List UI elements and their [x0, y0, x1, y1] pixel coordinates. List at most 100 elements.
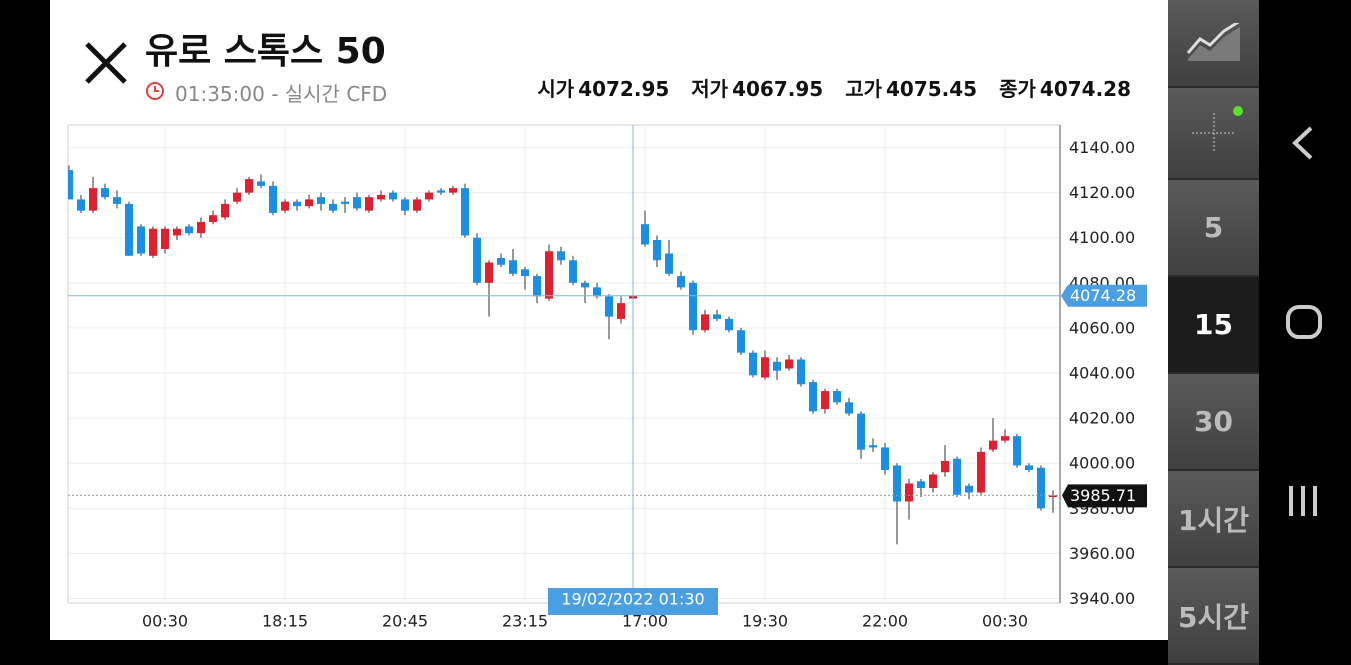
home-button[interactable]	[1286, 305, 1322, 339]
candle-body	[725, 318, 733, 331]
candle-body	[89, 188, 97, 211]
candle-body	[389, 192, 397, 200]
candle-body	[485, 262, 493, 283]
candle-body	[221, 203, 229, 218]
candle-body	[233, 192, 241, 202]
candle-body	[317, 197, 325, 204]
ohlc-label: 시가	[537, 77, 575, 101]
candle-body	[149, 228, 157, 256]
candle-body	[737, 330, 745, 353]
candle-body	[461, 188, 469, 236]
y-tick-label: 4100.00	[1069, 228, 1135, 247]
crosshair-time-box	[548, 588, 718, 615]
candle-body	[749, 352, 757, 376]
ohlc-label: 저가	[691, 77, 729, 101]
candle-body	[617, 303, 625, 319]
interval-button[interactable]: 15	[1168, 277, 1259, 374]
ohlc-value: 4074.28	[1039, 77, 1131, 101]
y-tick-label: 3960.00	[1069, 544, 1135, 563]
candle-body	[413, 199, 421, 211]
candle-body	[68, 170, 73, 200]
candle-body	[425, 192, 433, 200]
candle-body	[785, 359, 793, 369]
candle-body	[545, 251, 553, 299]
subtitle: 01:35:00 - 실시간 CFD	[175, 78, 387, 107]
market-type: - 실시간 CFD	[271, 82, 388, 106]
candle-body	[113, 197, 121, 204]
candle-body	[1001, 436, 1009, 441]
x-tick-label: 22:00	[862, 612, 908, 631]
crosshair-price-box	[1061, 284, 1147, 307]
candle-body	[653, 239, 661, 261]
candle-body	[329, 203, 337, 211]
candle-body	[197, 221, 205, 234]
candle-body	[509, 260, 517, 274]
candle-body	[437, 190, 445, 193]
candle-body	[209, 215, 217, 222]
x-tick-label: 00:30	[142, 612, 188, 631]
candle-body	[641, 224, 649, 245]
ohlc-value: 4075.45	[886, 77, 978, 101]
candle-body	[701, 314, 709, 331]
candle-body	[665, 253, 673, 274]
x-tick-label: 17:00	[622, 612, 668, 631]
y-tick-label: 3940.00	[1069, 589, 1135, 608]
title: 유로 스톡스 50	[145, 31, 386, 72]
candle-body	[953, 458, 961, 495]
candle-body	[305, 199, 313, 207]
interval-button[interactable]: 30	[1168, 374, 1259, 471]
interval-button[interactable]: 5시간	[1168, 568, 1259, 665]
y-tick-label: 4000.00	[1069, 454, 1135, 473]
chart-panel: 유로 스톡스 50 01:35:00 - 실시간 CFD 시가 4072.95 저가…	[50, 0, 1168, 640]
ohlc-value: 4072.95	[578, 77, 670, 101]
candle-body	[1013, 436, 1021, 466]
x-tick-label: 19:30	[742, 612, 788, 631]
ohlc-item: 저가 4067.95	[687, 73, 823, 102]
plot-frame	[67, 124, 1061, 604]
x-tick-label: 00:30	[982, 612, 1028, 631]
candle-body	[533, 276, 541, 297]
recents-button[interactable]	[1289, 486, 1317, 516]
crosshair-button[interactable]	[1168, 88, 1259, 180]
y-tick-label: 4060.00	[1069, 318, 1135, 337]
ohlc-item: 고가 4075.45	[841, 73, 977, 102]
candle-body	[689, 282, 697, 331]
candle-body	[893, 465, 901, 502]
candle-body	[365, 197, 373, 211]
candle-body	[257, 181, 265, 186]
chart-type-button[interactable]	[1168, 0, 1259, 88]
x-tick-label: 20:45	[382, 612, 428, 631]
ohlc-item: 종가 4074.28	[995, 73, 1131, 102]
y-tick-label: 4120.00	[1069, 183, 1135, 202]
interval-button[interactable]: 1시간	[1168, 471, 1259, 568]
crosshair-price-label: 4074.28	[1070, 286, 1136, 305]
candle-body	[881, 447, 889, 470]
ohlc-label: 고가	[845, 77, 882, 101]
chart: 3940.003960.003980.004000.004020.004040.…	[67, 124, 1147, 631]
ohlc-value: 4067.95	[732, 77, 824, 101]
candle-body	[593, 287, 601, 297]
candle-body	[869, 445, 877, 448]
candle-body	[137, 226, 145, 254]
candle-body	[713, 314, 721, 319]
nav-bar	[1286, 126, 1322, 516]
back-button[interactable]	[1292, 126, 1313, 160]
close-button[interactable]	[83, 40, 129, 86]
candle-body	[341, 201, 349, 204]
candle-body	[929, 474, 937, 489]
candle-body	[773, 361, 781, 371]
clock-icon	[146, 82, 164, 100]
candle-body	[1025, 465, 1033, 470]
candle-body	[845, 402, 853, 414]
candle-body	[1049, 495, 1057, 498]
candle-body	[761, 357, 769, 378]
ohlc-label: 종가	[999, 77, 1036, 101]
candle-body	[293, 201, 301, 207]
interval-button[interactable]: 5	[1168, 180, 1259, 277]
candle-body	[557, 251, 565, 261]
candle-body	[449, 188, 457, 193]
candle-body	[161, 228, 169, 250]
last-price-box	[1062, 484, 1147, 508]
x-tick-label: 23:15	[502, 612, 548, 631]
last-price-label: 3985.71	[1070, 486, 1136, 505]
